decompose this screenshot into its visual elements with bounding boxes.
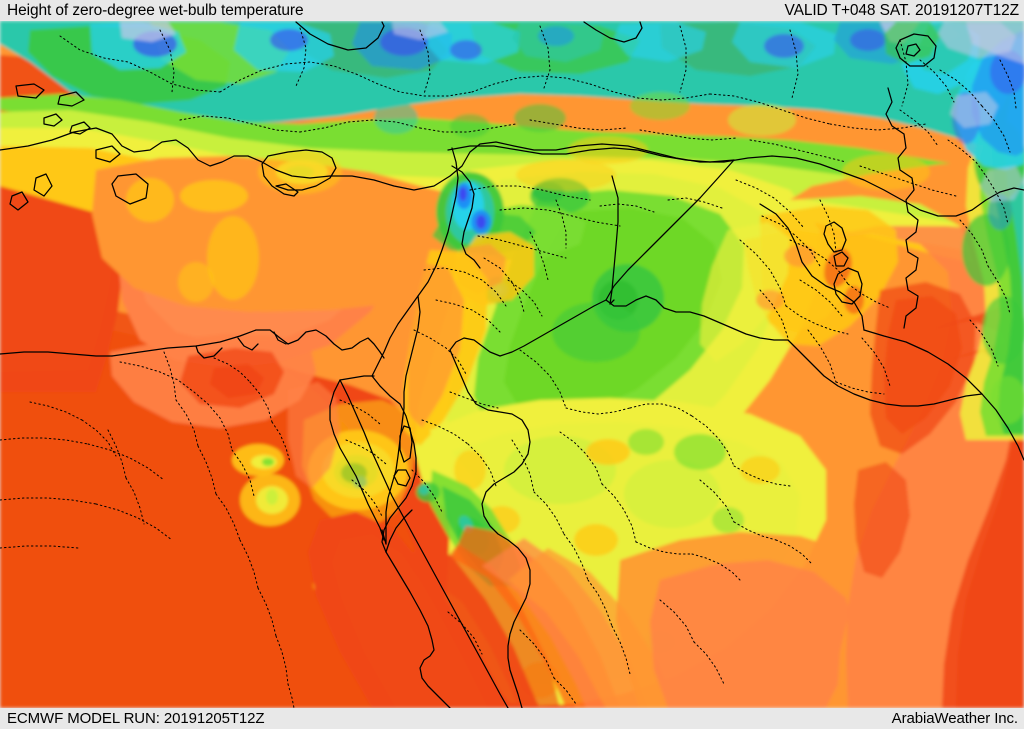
footer-bar: ECMWF MODEL RUN: 20191205T12Z ArabiaWeat… <box>0 708 1024 729</box>
header-bar: Height of zero-degree wet-bulb temperatu… <box>0 0 1024 21</box>
page-title: Height of zero-degree wet-bulb temperatu… <box>7 2 304 19</box>
provider-credit-label: ArabiaWeather Inc. <box>891 710 1018 727</box>
province-boundaries <box>0 25 1017 708</box>
map-outlines <box>0 21 1024 708</box>
valid-time-label: VALID T+048 SAT. 20191207T12Z <box>784 2 1020 19</box>
contour-field <box>0 21 1024 708</box>
model-run-label: ECMWF MODEL RUN: 20191205T12Z <box>7 710 265 727</box>
